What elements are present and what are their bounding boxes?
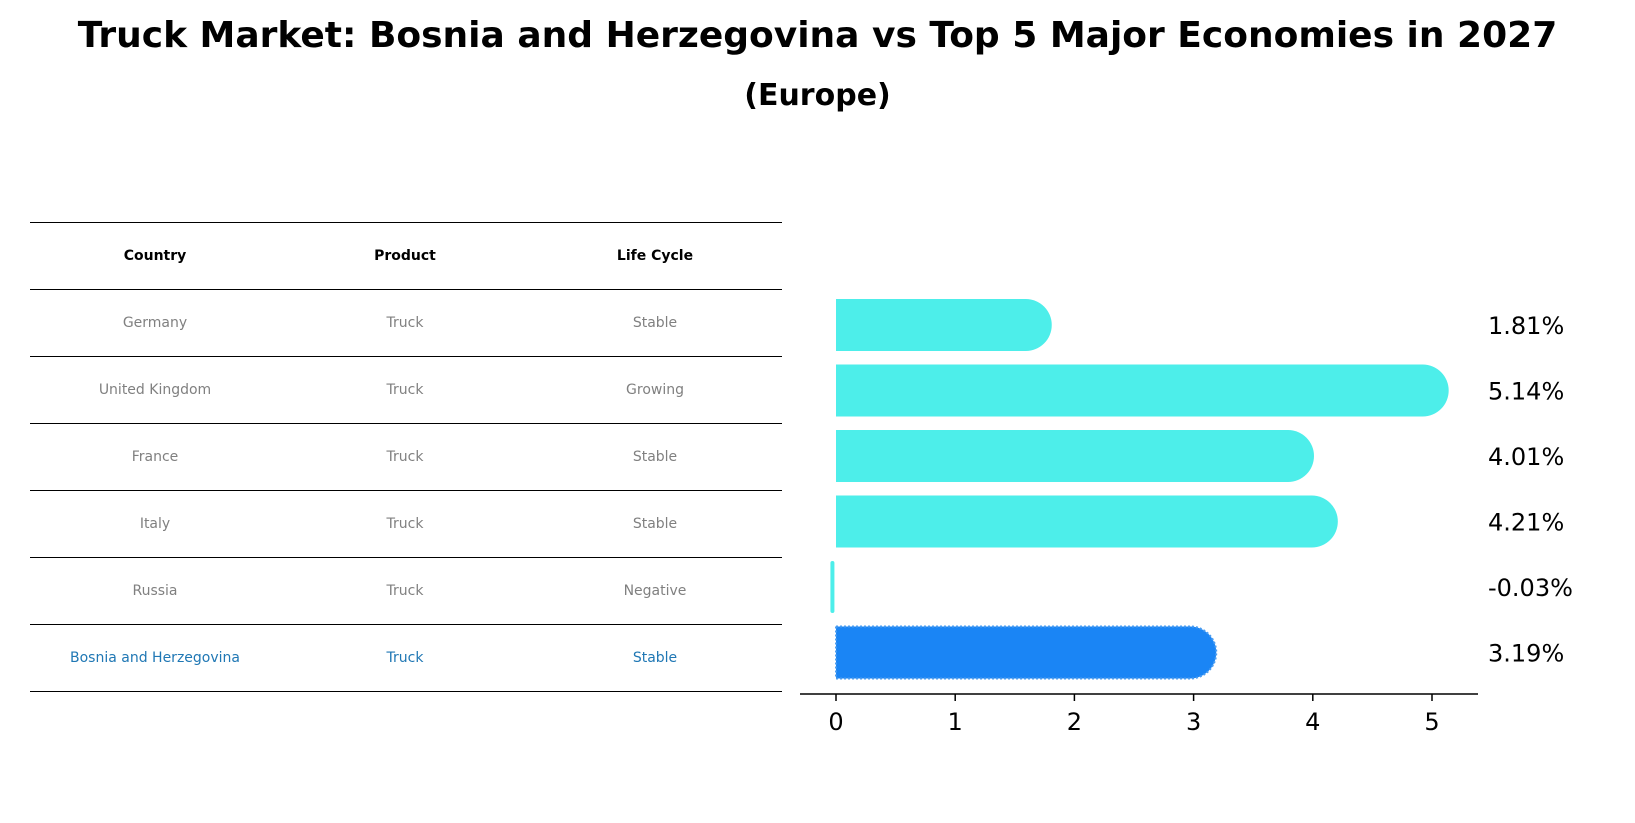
bar: [836, 364, 1449, 417]
cell-life-cycle: Negative: [623, 583, 687, 599]
cell-life-cycle: Growing: [626, 382, 684, 398]
bar-value-label: 5.14%: [1488, 378, 1564, 406]
cell-life-cycle: Stable: [632, 315, 678, 331]
bar-value-label: 4.21%: [1488, 509, 1564, 537]
table-header-row: Country Product Life Cycle: [30, 222, 782, 289]
column-header-product: Product: [374, 248, 436, 264]
table-row: France Truck Stable: [30, 423, 782, 490]
bar-value-label: -0.03%: [1488, 574, 1573, 602]
bar-highlighted: [835, 625, 1218, 680]
table-row: United Kingdom Truck Growing: [30, 356, 782, 423]
bar: [830, 561, 835, 613]
cell-country: Russia: [132, 583, 178, 599]
x-tick-label: 3: [1186, 708, 1201, 736]
bar: [836, 495, 1338, 548]
table-row-highlighted: Bosnia and Herzegovina Truck Stable: [30, 624, 782, 692]
x-tick-label: 4: [1305, 708, 1320, 736]
x-tick-label: 2: [1067, 708, 1082, 736]
cell-product: Truck: [386, 583, 424, 599]
column-header-life-cycle: Life Cycle: [616, 248, 694, 264]
cell-product: Truck: [386, 516, 424, 532]
cell-life-cycle: Stable: [632, 650, 678, 666]
cell-country: Germany: [122, 315, 188, 331]
cell-product: Truck: [386, 449, 424, 465]
x-tick-label: 0: [828, 708, 843, 736]
bar-value-label: 3.19%: [1488, 640, 1564, 668]
cell-product: Truck: [386, 315, 424, 331]
cell-life-cycle: Stable: [632, 449, 678, 465]
bar-value-label: 4.01%: [1488, 443, 1564, 471]
table-row: Italy Truck Stable: [30, 490, 782, 557]
chart-title: Truck Market: Bosnia and Herzegovina vs …: [77, 15, 1558, 56]
bar: [836, 299, 1052, 351]
bar-group: [830, 299, 1449, 680]
x-tick-label: 5: [1424, 708, 1439, 736]
chart-subtitle: (Europe): [744, 78, 891, 113]
column-header-country: Country: [123, 248, 187, 264]
bar-value-label: 1.81%: [1488, 312, 1564, 340]
cell-country: Italy: [139, 516, 171, 532]
value-label-group: 1.81% 5.14% 4.01% 4.21% -0.03% 3.19%: [1488, 312, 1573, 668]
x-tick-label: 1: [948, 708, 963, 736]
cell-product: Truck: [386, 382, 424, 398]
cell-life-cycle: Stable: [632, 516, 678, 532]
x-axis: 0 1 2 3 4 5: [800, 693, 1478, 736]
cell-product: Truck: [386, 650, 424, 666]
cell-country: United Kingdom: [98, 382, 212, 398]
table-row: Russia Truck Negative: [30, 557, 782, 624]
data-table: Country Product Life Cycle Germany Truck…: [30, 222, 782, 692]
bar: [836, 430, 1314, 482]
cell-country: France: [131, 449, 179, 465]
cell-country: Bosnia and Herzegovina: [70, 650, 240, 666]
table-row: Germany Truck Stable: [30, 289, 782, 356]
